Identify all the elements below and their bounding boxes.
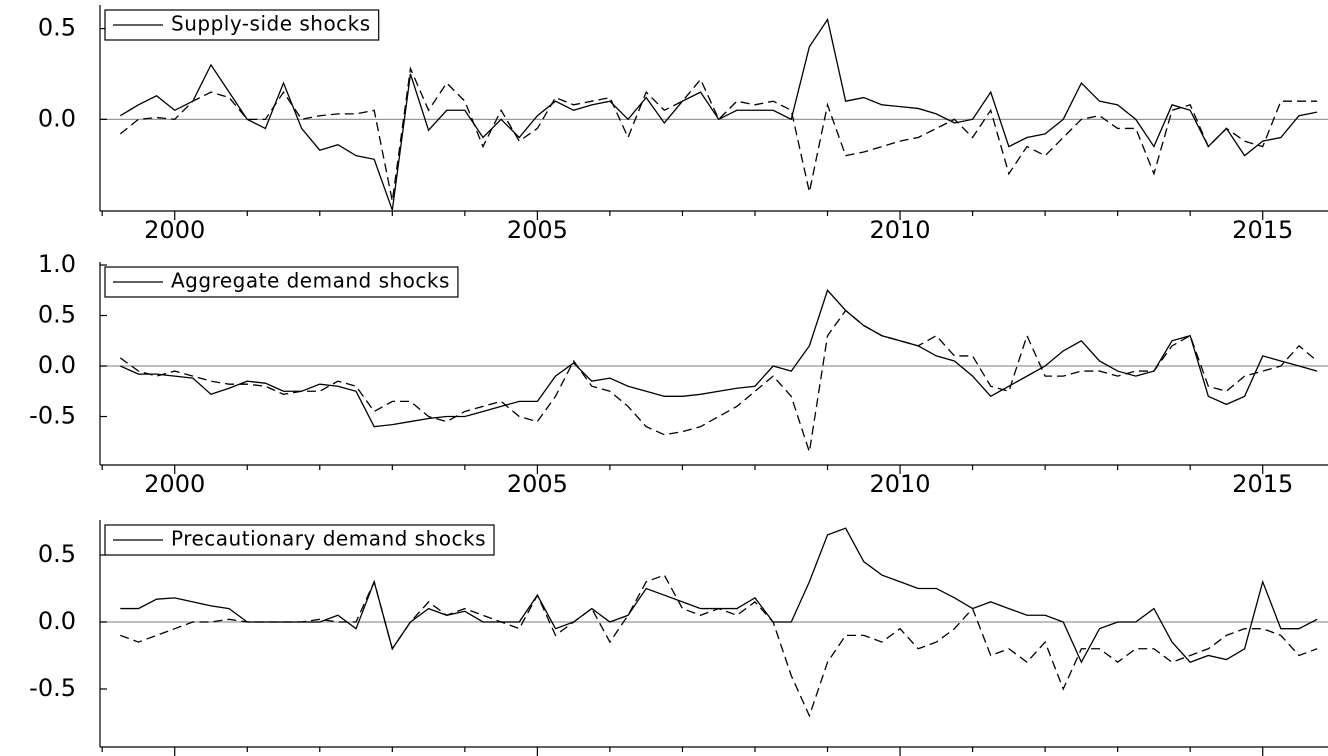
panel: 0.5 0.0 -0.5 2000 2005 2010 2015 Precautionary … <box>29 520 1328 756</box>
x-tick-label: 2005 <box>507 752 568 756</box>
legend-box <box>104 524 495 556</box>
series-line <box>119 309 1318 453</box>
legend-box <box>104 266 459 298</box>
legend-label: Aggregate demand shocks <box>171 269 450 293</box>
x-tick-label: 2010 <box>870 752 931 756</box>
x-tick-label: 2010 <box>870 216 931 244</box>
x-tick-label: 2000 <box>144 752 205 756</box>
x-tick-label: 2005 <box>507 216 568 244</box>
x-tick-label: 2000 <box>144 470 205 498</box>
y-tick-label: 0.5 <box>38 540 76 568</box>
series-line <box>120 574 1318 718</box>
x-tick-label: 2005 <box>507 470 568 498</box>
y-tick-label: 0.0 <box>38 351 76 379</box>
x-tick-label: 2000 <box>144 216 205 244</box>
y-tick-label: 0.5 <box>38 301 76 329</box>
panel: 1.0 0.5 0.0 -0.5 2000 2005 2010 2015 Aggregate d… <box>29 250 1328 498</box>
y-tick-label: 0.0 <box>38 104 76 132</box>
series-line <box>119 66 1318 202</box>
y-tick-label: 1.0 <box>38 250 76 278</box>
x-tick-label: 2015 <box>1232 752 1293 756</box>
y-tick-label: 0.5 <box>38 14 76 42</box>
x-tick-label: 2015 <box>1232 470 1293 498</box>
y-tick-label: -0.5 <box>29 402 76 430</box>
y-tick-label: 0.0 <box>38 607 76 635</box>
panel: 0.5 0.0 2000 2005 2010 2015 Supply-side shocks <box>38 5 1328 244</box>
y-tick-label: -0.5 <box>29 674 76 702</box>
legend-label: Precautionary demand shocks <box>171 527 486 551</box>
legend-label: Supply-side shocks <box>171 12 371 36</box>
series-line <box>120 289 1318 428</box>
x-tick-label: 2010 <box>870 470 931 498</box>
x-tick-label: 2015 <box>1232 216 1293 244</box>
series-line <box>119 17 1318 211</box>
